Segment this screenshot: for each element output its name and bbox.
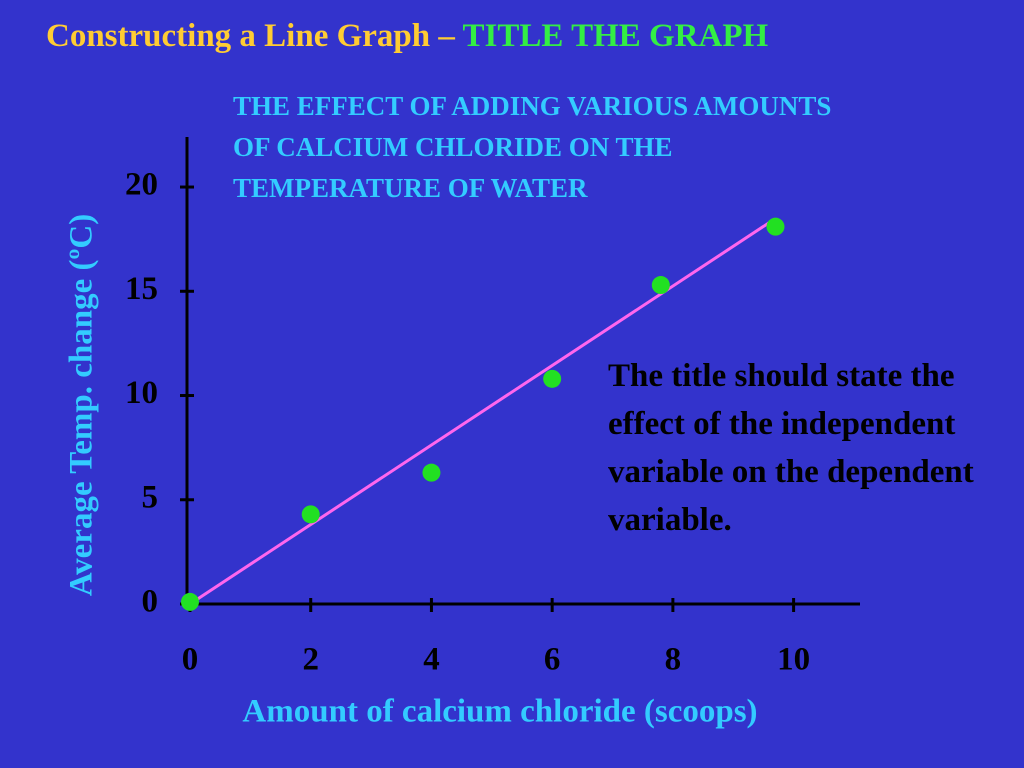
y-tick-label: 10 [125,375,158,411]
data-point [766,217,785,236]
note: The title should state the effect of the… [608,358,974,538]
x-tick-label: 4 [423,642,440,678]
y-tick-label: 15 [125,271,158,307]
data-point [181,592,199,611]
x-tick-label: 8 [665,642,682,678]
slide-title: Constructing a Line Graph – TITLE THE GR… [46,18,768,55]
title-highlight: TITLE THE GRAPH [462,18,769,54]
y-tick-label: 20 [125,167,158,203]
y-tick-label: 0 [142,584,159,620]
data-point [422,463,441,482]
x-tick-label: 6 [544,642,561,678]
x-axis-label: Amount of calcium chloride (scoops) [242,694,757,730]
x-tick-label: 2 [302,642,319,678]
chart-title: THE EFFECT OF ADDING VARIOUS AMOUNTS OF … [233,91,832,203]
data-point [543,369,562,388]
x-tick-label: 10 [777,642,810,678]
x-tick-label: 0 [182,642,199,678]
y-axis-label: Average Temp. change (ºC) [64,214,100,596]
data-point [651,276,670,295]
trend-line [189,221,771,606]
data-point [301,505,320,524]
title-main: Constructing a Line Graph – [46,18,455,54]
y-tick-label: 5 [142,479,159,515]
